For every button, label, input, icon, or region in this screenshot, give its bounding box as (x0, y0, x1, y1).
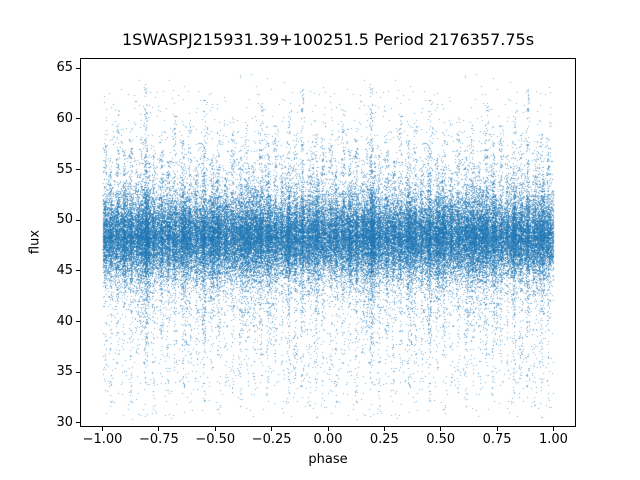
y-tick-mark (76, 371, 80, 373)
x-tick-label: −0.25 (251, 432, 292, 447)
x-tick-label: 0.75 (482, 432, 512, 447)
y-tick-mark (76, 422, 80, 424)
x-tick-label: −1.00 (82, 432, 123, 447)
y-tick-label: 45 (56, 262, 73, 278)
x-tick-mark (440, 427, 442, 431)
x-tick-mark (496, 427, 498, 431)
x-tick-mark (102, 427, 104, 431)
y-tick-mark (76, 270, 80, 272)
x-tick-mark (271, 427, 273, 431)
y-tick-label: 35 (56, 364, 73, 380)
x-tick-mark (158, 427, 160, 431)
y-tick-mark (76, 219, 80, 221)
x-tick-mark (214, 427, 216, 431)
x-tick-label: −0.50 (195, 432, 236, 447)
x-tick-mark (327, 427, 329, 431)
x-tick-label: 1.00 (538, 432, 568, 447)
y-tick-mark (76, 321, 80, 323)
y-tick-label: 55 (56, 161, 73, 177)
y-tick-label: 50 (56, 212, 73, 228)
y-tick-label: 30 (56, 414, 73, 430)
x-tick-mark (552, 427, 554, 431)
x-tick-mark (383, 427, 385, 431)
y-axis-label-text: flux (27, 229, 43, 255)
y-tick-mark (76, 118, 80, 120)
x-tick-label: 0.00 (313, 432, 343, 447)
y-tick-label: 65 (56, 60, 73, 76)
y-tick-label: 60 (56, 110, 73, 126)
x-tick-label: 0.50 (426, 432, 456, 447)
scatter-plot-canvas (80, 58, 576, 427)
chart-title: 1SWASPJ215931.39+100251.5 Period 2176357… (121, 30, 535, 49)
y-tick-mark (76, 67, 80, 69)
y-tick-label: 40 (56, 313, 73, 329)
y-tick-mark (76, 169, 80, 170)
x-tick-label: −0.75 (138, 432, 179, 447)
x-axis-label: phase (308, 452, 348, 467)
x-tick-label: 0.25 (369, 432, 399, 447)
